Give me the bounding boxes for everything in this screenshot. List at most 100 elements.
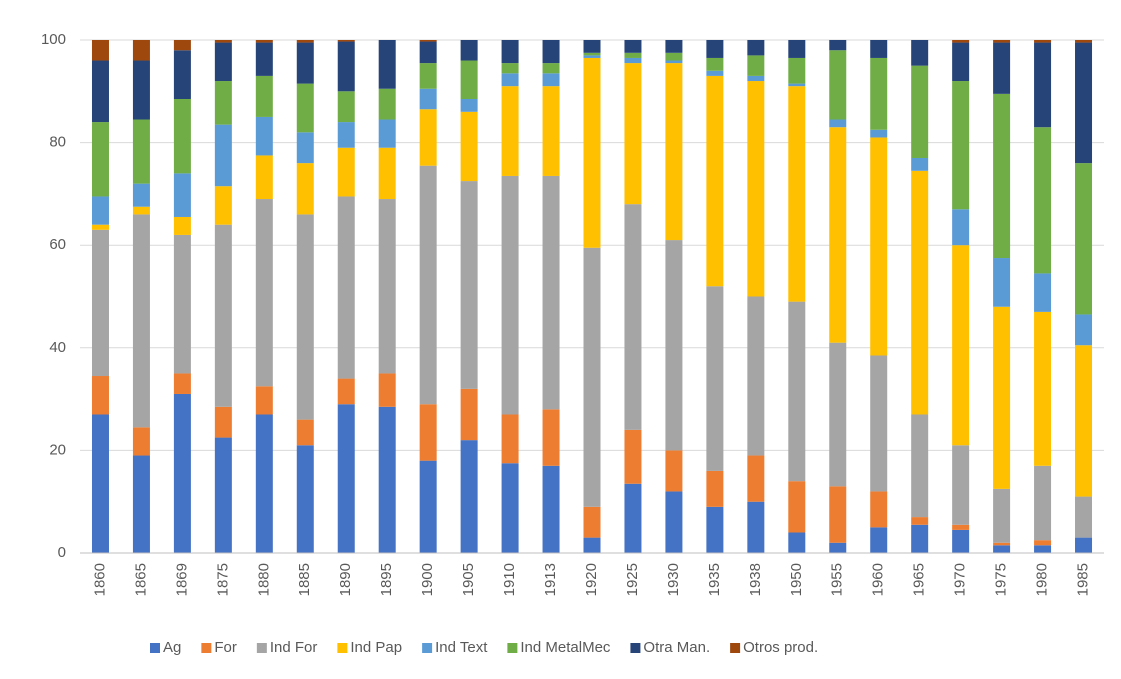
bar-segment [747, 296, 765, 456]
bar-segment [296, 40, 314, 43]
legend-label: Ind Pap [350, 639, 402, 656]
bar-segment [214, 42, 232, 82]
bar-segment [1075, 40, 1093, 43]
bar-segment [214, 186, 232, 225]
bar-segment [665, 52, 683, 61]
bar-segment [829, 127, 847, 343]
legend-swatch [337, 643, 348, 653]
bar-segment [993, 40, 1011, 43]
bar-segment [132, 214, 150, 428]
bar-segment [91, 376, 109, 415]
legend-label: Otra Man. [643, 639, 710, 656]
legend-swatch [507, 643, 518, 653]
legend-swatch [150, 643, 160, 653]
bar-segment [296, 419, 314, 446]
bar-segment [829, 50, 847, 120]
bar-segment [214, 81, 232, 125]
x-tick-label: 1895 [378, 563, 395, 596]
bar-segment [337, 122, 355, 148]
bar-segment [337, 41, 355, 92]
bar-segment [173, 373, 191, 394]
bar-segment [952, 40, 970, 43]
legend-label: Otros prod. [743, 639, 818, 656]
bar-segment [706, 70, 724, 76]
x-tick-label: 1925 [624, 563, 641, 596]
legend-swatch [422, 643, 433, 653]
x-tick-label: 1875 [214, 563, 231, 596]
x-tick-label: 1880 [255, 563, 272, 596]
bar-segment [542, 73, 560, 87]
legend-label: Ind Text [435, 639, 488, 656]
bar-segment [173, 216, 191, 235]
bar-segment [542, 465, 560, 553]
bar-segment [952, 529, 970, 553]
bar-segment [788, 301, 806, 482]
bar-segment [952, 209, 970, 246]
bar-segment [460, 181, 478, 389]
bar-segment [1034, 540, 1052, 546]
bar-segment [993, 488, 1011, 543]
y-tick-label: 40 [49, 339, 66, 356]
bar-segment [501, 73, 519, 87]
bar-segment [296, 42, 314, 84]
bar-segment [870, 355, 888, 492]
x-tick-label: 1935 [706, 563, 723, 596]
bar-segment [91, 229, 109, 377]
bar-segment [952, 524, 970, 530]
bar-segment [255, 386, 273, 415]
bar-segment [542, 175, 560, 410]
x-tick-label: 1869 [173, 563, 190, 596]
bar-segment [542, 86, 560, 176]
bar-segment [624, 63, 642, 205]
bar-segment [706, 506, 724, 553]
bar-segment [419, 404, 437, 461]
bar-segment [706, 75, 724, 287]
bar-segment [624, 40, 642, 53]
bar-segment [870, 527, 888, 553]
bar-segment [296, 214, 314, 420]
bar-segment [501, 463, 519, 553]
bar-segment [1075, 42, 1093, 164]
bar-segment [583, 55, 601, 58]
bar-segment [173, 234, 191, 374]
bar-segment [583, 52, 601, 56]
bar-segment [132, 206, 150, 215]
bar-segment [1075, 496, 1093, 538]
bar-segment [378, 373, 396, 407]
bar-segment [378, 40, 396, 89]
bar-segment [337, 91, 355, 123]
bar-segment [132, 183, 150, 207]
bar-segment [829, 342, 847, 487]
bar-segment [747, 501, 765, 553]
bar-segment [1075, 537, 1093, 553]
bar-segment [747, 55, 765, 76]
bar-segment [1034, 465, 1052, 541]
x-tick-label: 1913 [542, 563, 559, 596]
bar-segment [788, 40, 806, 58]
x-tick-label: 1865 [132, 563, 149, 596]
bar-segment [870, 491, 888, 528]
bar-segment [1075, 163, 1093, 315]
bar-segment [993, 542, 1011, 546]
bar-segment [542, 40, 560, 64]
bar-segment [911, 40, 929, 66]
bar-segment [419, 109, 437, 166]
bar-segment [583, 247, 601, 507]
bar-segment [460, 388, 478, 441]
bar-segment [993, 42, 1011, 94]
bar-segment [788, 83, 806, 87]
x-tick-label: 1965 [911, 563, 928, 596]
y-tick-label: 100 [41, 31, 66, 48]
bar-segment [255, 414, 273, 553]
bar-segment [337, 404, 355, 553]
bar-segment [665, 450, 683, 492]
bar-segment [337, 40, 355, 42]
bar-segment [337, 378, 355, 405]
bar-segment [460, 111, 478, 182]
bar-segment [419, 460, 437, 553]
bar-segment [1075, 314, 1093, 346]
x-tick-label: 1985 [1074, 563, 1091, 596]
bar-segment [747, 75, 765, 82]
x-tick-label: 1905 [460, 563, 477, 596]
